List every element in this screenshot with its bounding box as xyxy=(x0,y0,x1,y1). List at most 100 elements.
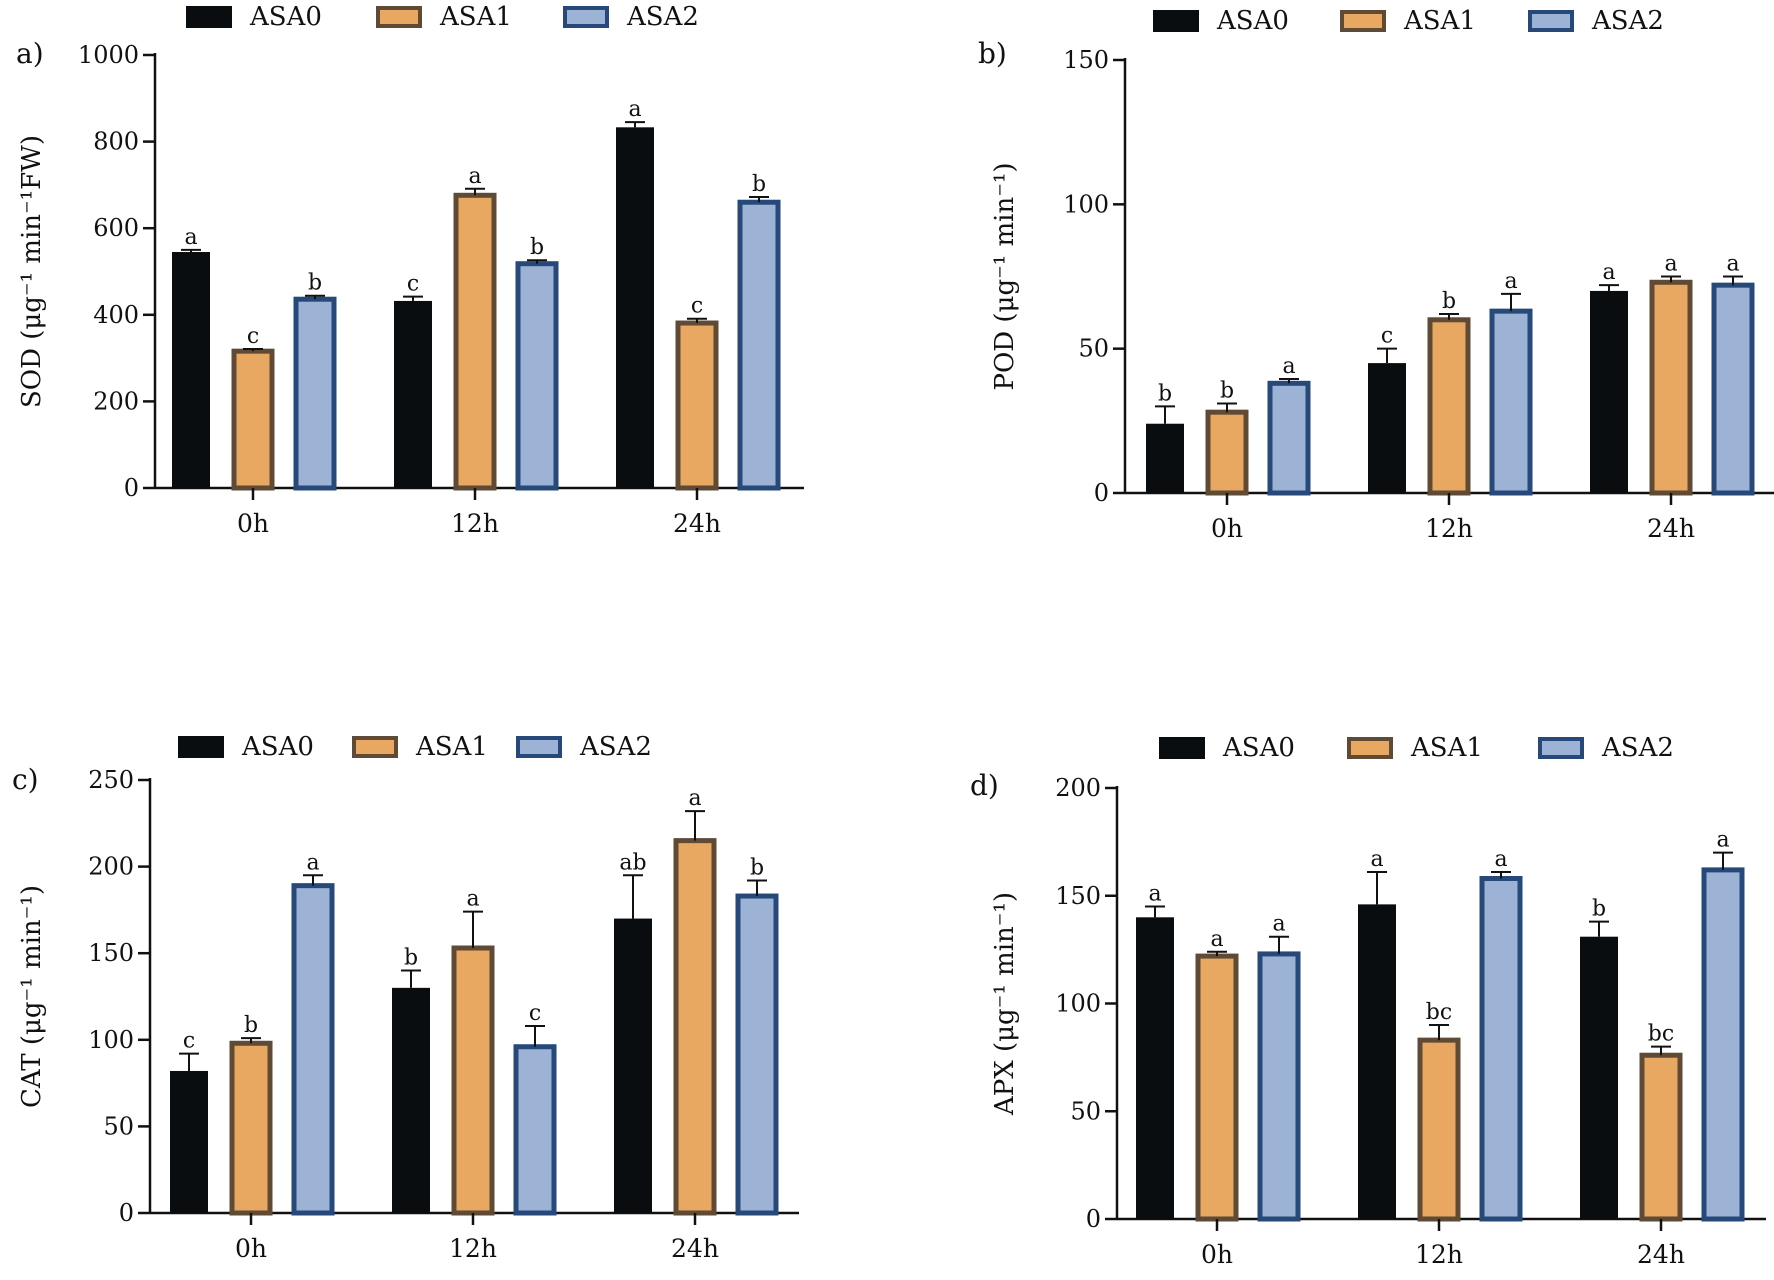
y-tick-label: 800 xyxy=(93,128,139,156)
bar-asa2-12h xyxy=(515,261,559,491)
bar-asa1-12h xyxy=(453,192,497,491)
y-tick-label: 50 xyxy=(1070,1097,1101,1125)
y-tick-label: 150 xyxy=(1063,46,1109,74)
x-tick-label: 12h xyxy=(1425,514,1473,543)
legend-label-asa0: ASA0 xyxy=(1222,733,1295,763)
significance-letter: a xyxy=(1504,269,1517,294)
y-tick-label: 200 xyxy=(88,853,134,881)
legend-label-asa0: ASA0 xyxy=(241,732,314,762)
panel-a: a) ASA0 ASA1 ASA2 0 200 400 600 800 1000 SOD (μg⁻¹… xyxy=(16,2,804,538)
x-tick-label: 0h xyxy=(1211,514,1243,543)
significance-letter: a xyxy=(628,97,641,122)
bar-asa0-0h xyxy=(170,1070,208,1213)
significance-letter: b xyxy=(1592,897,1606,922)
bar-asa0-24h xyxy=(616,127,654,488)
x-tick-label: 24h xyxy=(671,1234,719,1263)
significance-letter: bc xyxy=(1648,1022,1674,1047)
x-tick-label: 24h xyxy=(1647,514,1695,543)
significance-letter: a xyxy=(1148,882,1161,907)
legend-swatch-asa0 xyxy=(1153,10,1199,32)
y-axis-label: CAT (μg⁻¹ min⁻¹) xyxy=(17,885,47,1108)
legend-label-asa1: ASA1 xyxy=(415,732,488,762)
bar-asa2-24h xyxy=(1701,867,1745,1222)
y-tick-label: 100 xyxy=(88,1026,134,1054)
significance-letter: b xyxy=(308,271,322,296)
legend-swatch-asa1 xyxy=(1340,10,1386,32)
bar-asa1-0h xyxy=(231,348,275,491)
significance-letter: b xyxy=(752,172,766,197)
y-tick-label: 0 xyxy=(1094,479,1109,507)
legend-label-asa1: ASA1 xyxy=(439,2,512,32)
y-tick-label: 400 xyxy=(93,301,139,329)
legend-swatch-asa1 xyxy=(352,736,398,758)
significance-letter: b xyxy=(530,235,544,260)
significance-letter: a xyxy=(1664,252,1677,277)
panel-d: d) ASA0 ASA1 ASA2 0 50 100 150 200 APX (μg⁻¹ min⁻… xyxy=(970,733,1766,1269)
legend-label-asa1: ASA1 xyxy=(1410,733,1483,763)
significance-letter: b xyxy=(1158,381,1172,406)
panel-label: b) xyxy=(978,37,1007,70)
y-tick-label: 200 xyxy=(93,387,139,415)
legend-swatch-asa0 xyxy=(186,6,232,28)
legend-swatch-asa1 xyxy=(376,6,422,28)
bar-asa2-0h xyxy=(291,883,335,1216)
y-axis-label: SOD (μg⁻¹ min⁻¹FW) xyxy=(17,135,47,408)
panel-label: d) xyxy=(970,769,999,802)
bar-asa2-12h xyxy=(1489,308,1533,496)
legend-swatch-asa2 xyxy=(563,6,609,28)
bar-asa1-24h xyxy=(1649,279,1693,496)
bar-asa2-24h xyxy=(737,199,781,491)
panel-label: c) xyxy=(12,763,39,796)
significance-letter: c xyxy=(529,1001,541,1026)
bar-asa1-24h xyxy=(1639,1052,1683,1222)
significance-letter: a xyxy=(1272,912,1285,937)
y-tick-label: 150 xyxy=(88,939,134,967)
y-tick-label: 600 xyxy=(93,214,139,242)
bar-asa2-0h xyxy=(1257,951,1301,1222)
y-tick-label: 250 xyxy=(88,766,134,794)
legend-swatch-asa0 xyxy=(178,736,224,758)
significance-letter: c xyxy=(691,294,703,319)
significance-letter: b xyxy=(404,946,418,971)
y-axis-label: APX (μg⁻¹ min⁻¹) xyxy=(990,892,1020,1116)
significance-letter: a xyxy=(466,887,479,912)
significance-letter: b xyxy=(1442,289,1456,314)
y-tick-label: 50 xyxy=(103,1112,134,1140)
significance-letter: bc xyxy=(1426,1000,1452,1025)
bar-asa0-12h xyxy=(392,987,430,1213)
bar-asa1-24h xyxy=(673,838,717,1216)
bar-asa1-0h xyxy=(1195,953,1239,1222)
legend-swatch-asa0 xyxy=(1159,737,1205,759)
y-tick-label: 0 xyxy=(124,474,139,502)
legend-swatch-asa2 xyxy=(1538,737,1584,759)
legend-swatch-asa2 xyxy=(1528,10,1574,32)
legend-label-asa2: ASA2 xyxy=(1591,6,1664,36)
bar-asa0-0h xyxy=(1146,423,1184,493)
y-tick-label: 50 xyxy=(1078,335,1109,363)
y-axis-label: POD (μg⁻¹ min⁻¹) xyxy=(990,162,1020,390)
bar-asa0-12h xyxy=(1358,904,1396,1219)
bar-asa0-0h xyxy=(172,252,210,488)
y-tick-label: 200 xyxy=(1055,774,1101,802)
legend-swatch-asa1 xyxy=(1347,737,1393,759)
x-tick-label: 0h xyxy=(235,1234,267,1263)
legend-label-asa0: ASA0 xyxy=(249,2,322,32)
significance-letter: c xyxy=(183,1029,195,1054)
significance-letter: c xyxy=(407,272,419,297)
bar-asa0-12h xyxy=(1368,363,1406,493)
x-tick-label: 12h xyxy=(449,1234,497,1263)
significance-letter: c xyxy=(247,324,259,349)
panel-label: a) xyxy=(16,37,44,70)
bar-asa2-12h xyxy=(1479,876,1523,1222)
significance-letter: a xyxy=(1726,252,1739,277)
y-tick-label: 1000 xyxy=(78,41,139,69)
significance-letter: a xyxy=(306,850,319,875)
x-tick-label: 24h xyxy=(673,509,721,538)
bar-asa1-24h xyxy=(675,320,719,491)
bar-asa2-24h xyxy=(1711,282,1755,496)
y-tick-label: 100 xyxy=(1063,190,1109,218)
significance-letter: a xyxy=(1210,927,1223,952)
legend-label-asa2: ASA2 xyxy=(579,732,652,762)
bar-asa2-24h xyxy=(735,893,779,1216)
